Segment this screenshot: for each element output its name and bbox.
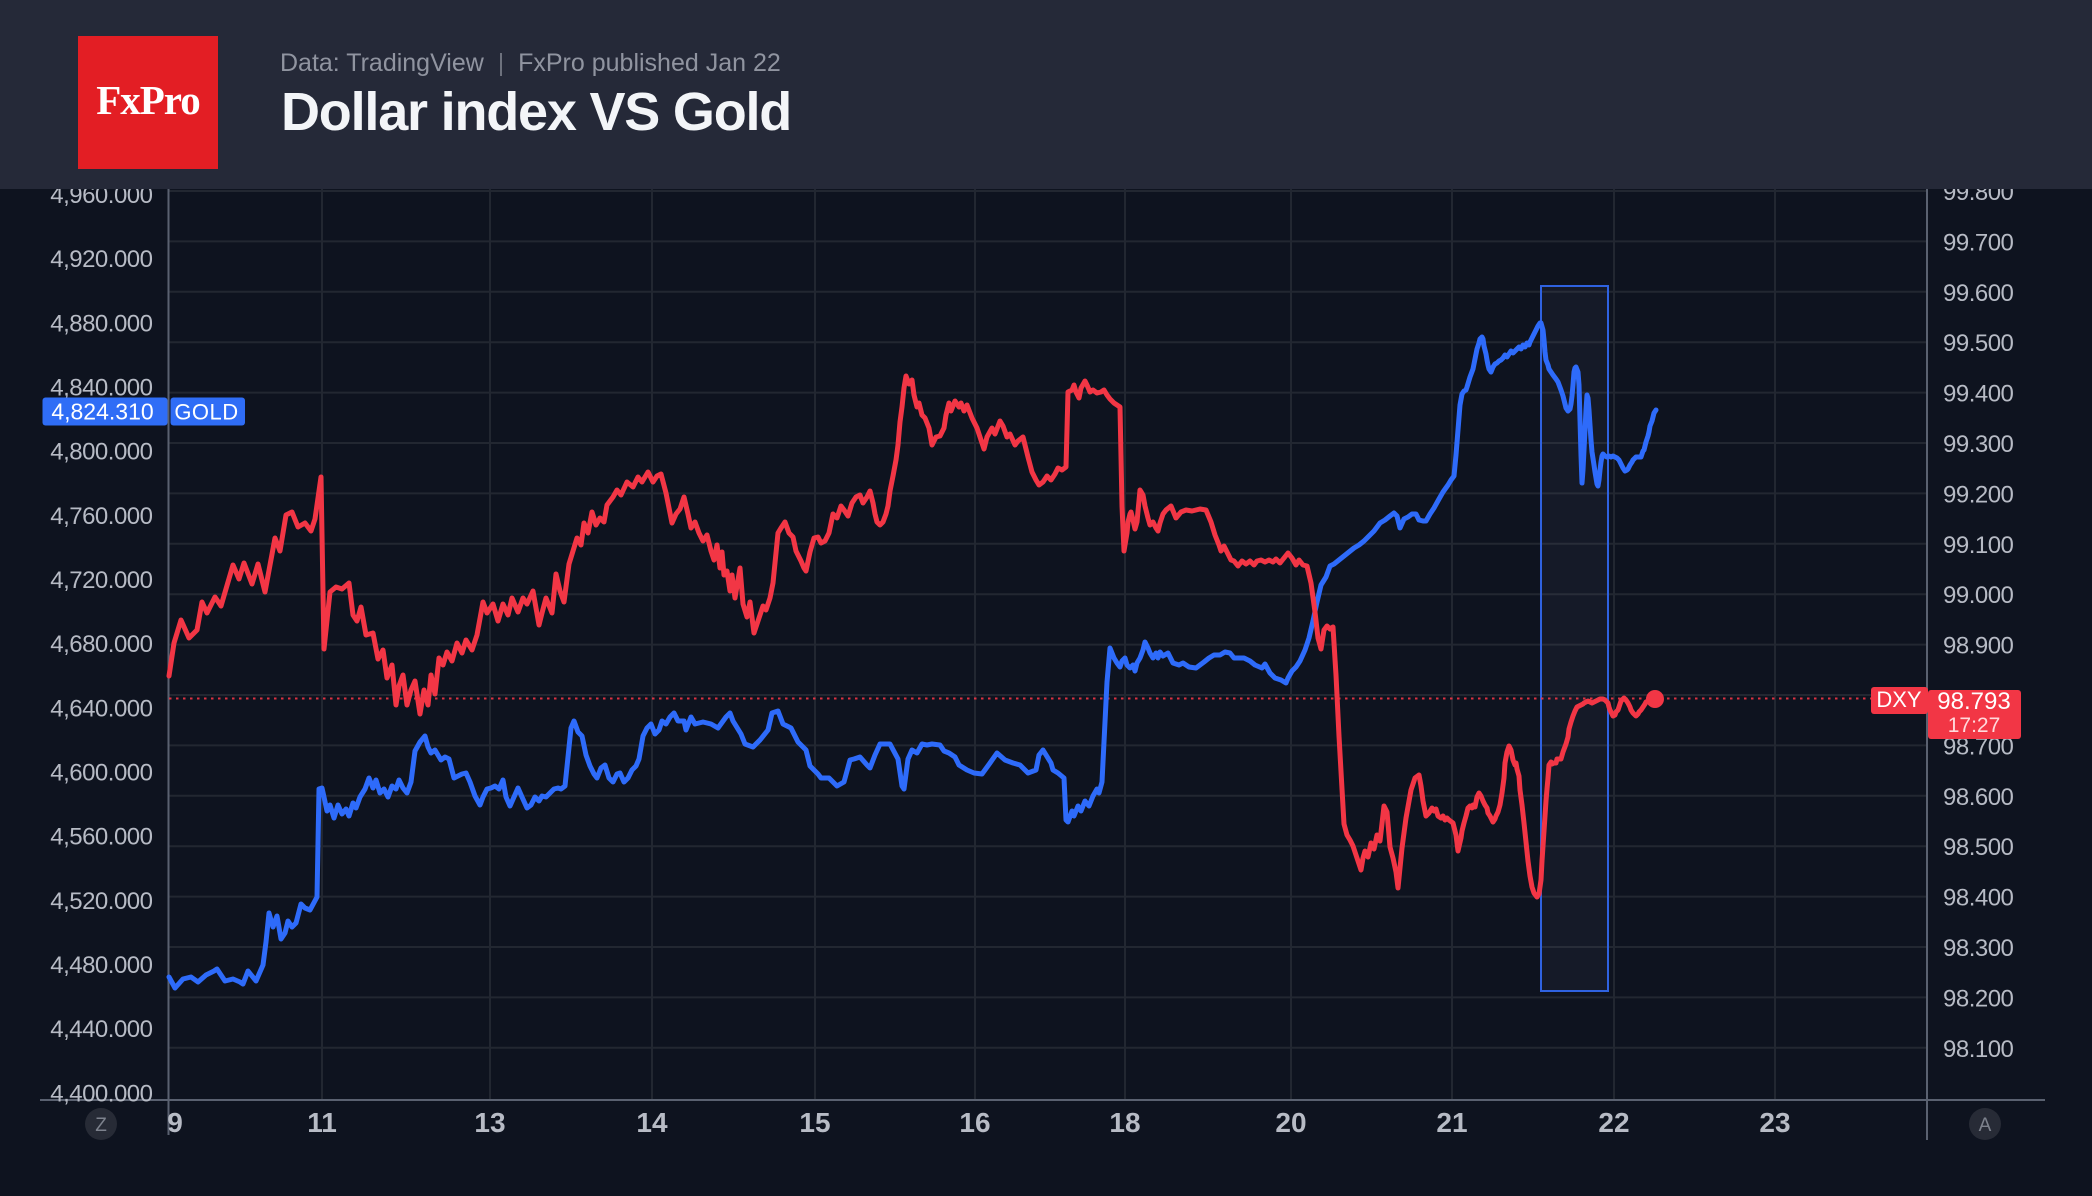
svg-text:98.793: 98.793 — [1937, 688, 2010, 715]
svg-text:22: 22 — [1598, 1107, 1629, 1138]
svg-text:98.100: 98.100 — [1943, 1036, 2014, 1063]
svg-text:99.100: 99.100 — [1943, 532, 2014, 559]
svg-text:11: 11 — [307, 1107, 337, 1138]
svg-text:15: 15 — [799, 1107, 830, 1138]
svg-text:98.400: 98.400 — [1943, 885, 2014, 912]
svg-text:98.900: 98.900 — [1943, 633, 2014, 660]
svg-text:4,560.000: 4,560.000 — [50, 824, 152, 851]
svg-text:9: 9 — [167, 1107, 183, 1138]
svg-text:20: 20 — [1275, 1107, 1306, 1138]
svg-text:4,720.000: 4,720.000 — [50, 567, 152, 594]
svg-text:18: 18 — [1109, 1107, 1140, 1138]
svg-text:16: 16 — [959, 1107, 990, 1138]
svg-text:4,920.000: 4,920.000 — [50, 246, 152, 273]
svg-text:Z: Z — [95, 1115, 107, 1136]
svg-text:99.500: 99.500 — [1943, 330, 2014, 357]
svg-text:98.600: 98.600 — [1943, 784, 2014, 811]
svg-text:17:27: 17:27 — [1948, 714, 2001, 737]
svg-text:4,480.000: 4,480.000 — [50, 952, 152, 979]
svg-text:99.600: 99.600 — [1943, 280, 2014, 307]
svg-text:FxPro: FxPro — [96, 77, 200, 123]
svg-text:98.200: 98.200 — [1943, 985, 2014, 1012]
svg-text:DXY: DXY — [1876, 687, 1922, 712]
svg-text:99.300: 99.300 — [1943, 431, 2014, 458]
svg-text:99.700: 99.700 — [1943, 229, 2014, 256]
svg-text:GOLD: GOLD — [174, 400, 238, 425]
svg-text:13: 13 — [474, 1107, 505, 1138]
svg-text:4,680.000: 4,680.000 — [50, 631, 152, 658]
svg-text:4,520.000: 4,520.000 — [50, 888, 152, 915]
svg-text:14: 14 — [636, 1107, 668, 1138]
svg-text:Data: TradingView | FxPro pu: Data: TradingView | FxPro published Jan … — [280, 49, 781, 77]
svg-text:A: A — [1979, 1115, 1992, 1136]
svg-text:99.200: 99.200 — [1943, 481, 2014, 508]
svg-text:4,800.000: 4,800.000 — [50, 439, 152, 466]
svg-text:98.300: 98.300 — [1943, 935, 2014, 962]
svg-text:99.000: 99.000 — [1943, 582, 2014, 609]
svg-text:4,840.000: 4,840.000 — [50, 375, 152, 402]
svg-text:Dollar index VS Gold: Dollar index VS Gold — [281, 82, 791, 142]
svg-text:23: 23 — [1759, 1107, 1790, 1138]
svg-text:98.500: 98.500 — [1943, 834, 2014, 861]
svg-text:4,440.000: 4,440.000 — [50, 1016, 152, 1043]
svg-text:99.400: 99.400 — [1943, 381, 2014, 408]
svg-text:4,824.310: 4,824.310 — [51, 399, 153, 425]
svg-text:4,400.000: 4,400.000 — [50, 1080, 152, 1107]
svg-text:4,880.000: 4,880.000 — [50, 310, 152, 337]
svg-text:21: 21 — [1436, 1107, 1467, 1138]
svg-text:4,760.000: 4,760.000 — [50, 503, 152, 530]
svg-text:4,600.000: 4,600.000 — [50, 760, 152, 787]
svg-text:4,640.000: 4,640.000 — [50, 695, 152, 722]
